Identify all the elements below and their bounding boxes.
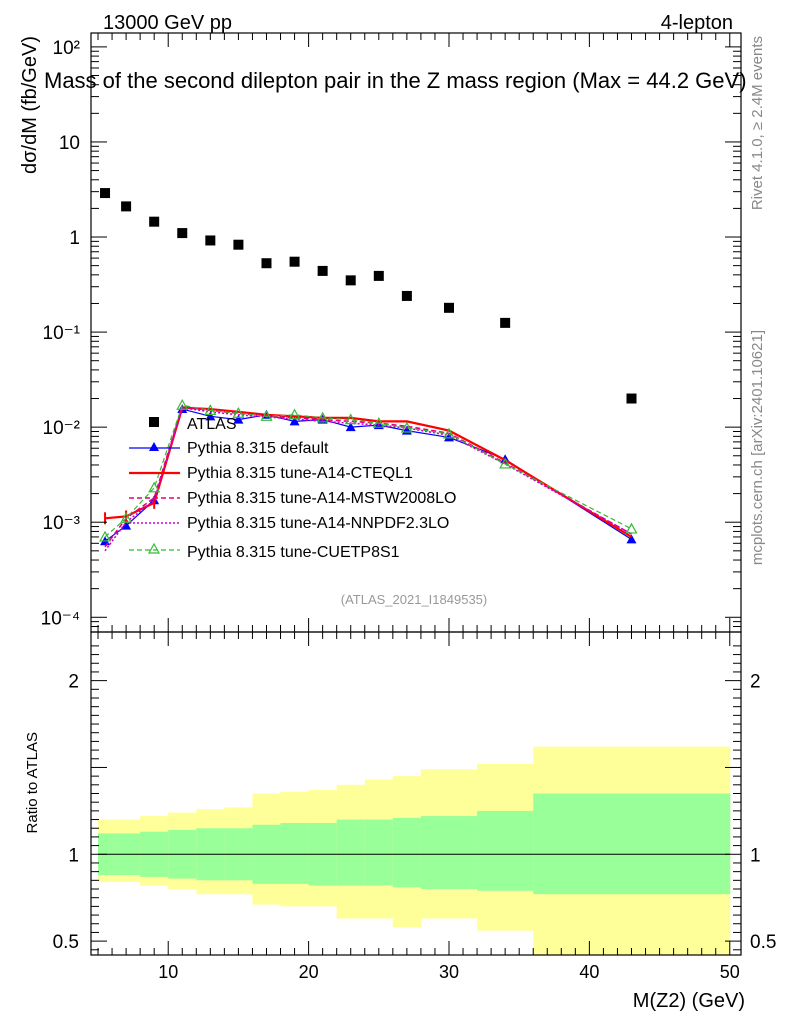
- series-point-cuetp8s1: [316, 411, 329, 423]
- atlas-point: [317, 265, 328, 276]
- series-point-cuetp8s1: [442, 427, 456, 439]
- series-point-cuetp8s1: [260, 410, 273, 421]
- ratio-y-axis-title: Ratio to ATLAS: [24, 732, 41, 833]
- atlas-point: [443, 302, 454, 313]
- x-tick-label: 30: [439, 962, 459, 982]
- ratio-inner-band-bin: [336, 819, 366, 886]
- legend: ATLAS Pythia 8.315 default Pythia 8.315 …: [129, 416, 456, 561]
- atlas-point: [233, 239, 244, 250]
- series-point-cuetp8s1: [232, 407, 245, 418]
- ratio-y-tick-label-right: 0.5: [750, 932, 776, 953]
- legend-label-cteql1: Pythia 8.315 tune-A14-CTEQL1: [187, 465, 413, 482]
- x-tick-label: 20: [299, 962, 319, 982]
- site-label: mcplots.cern.ch [arXiv:2401.10621]: [749, 330, 766, 565]
- legend-label-cuetp8s1: Pythia 8.315 tune-CUETP8S1: [187, 544, 400, 561]
- ratio-y-tick-label-right: 2: [750, 672, 761, 693]
- mc-series-layer: [99, 399, 638, 552]
- ratio-inner-band-bin: [364, 819, 394, 886]
- atlas-data-points: [100, 188, 637, 404]
- series-line-cuetp8s1: [104, 404, 632, 538]
- axes-layer: 10 20 30 40 50 10⁻⁴ 10⁻³ 10⁻² 10⁻¹ 1 10 10² 0.5 0.5 1 1…: [41, 32, 776, 982]
- ratio-inner-band-bin: [280, 823, 310, 884]
- series-point-cuetp8s1: [148, 481, 161, 493]
- energy-label: 13000 GeV pp: [103, 12, 232, 34]
- y-tick-label: 10²: [53, 38, 80, 59]
- series-point-cuetp8s1: [625, 522, 638, 534]
- series-point-default: [289, 416, 300, 426]
- atlas-point: [500, 317, 511, 328]
- main-frame: [90, 32, 742, 633]
- legend-label-nnpdf: Pythia 8.315 tune-A14-NNPDF2.3LO: [187, 515, 449, 532]
- x-axis-title: M(Z2) (GeV): [633, 990, 745, 1012]
- series-point-default: [205, 411, 216, 421]
- legend-marker-cuetp8s1: [147, 542, 161, 554]
- series-point-cuetp8s1: [120, 512, 133, 523]
- x-tick-label: 10: [158, 962, 178, 982]
- atlas-point: [177, 228, 188, 239]
- ratio-inner-band-bin: [533, 793, 731, 895]
- atlas-point: [345, 275, 356, 286]
- atlas-point: [261, 258, 272, 269]
- plot-title: Mass of the second dilepton pair in the …: [44, 68, 747, 93]
- series-point-default: [121, 520, 132, 530]
- legend-label-mstw: Pythia 8.315 tune-A14-MSTW2008LO: [187, 490, 456, 507]
- rivet-label: Rivet 4.1.0, ≥ 2.4M events: [749, 36, 766, 210]
- atlas-point: [289, 256, 300, 267]
- y-tick-label: 10⁻⁴: [41, 608, 80, 629]
- legend-label-atlas: ATLAS: [187, 416, 237, 433]
- atlas-point: [205, 235, 216, 246]
- ratio-y-tick-label: 2: [68, 672, 79, 693]
- y-tick-label: 10⁻³: [43, 513, 81, 534]
- series-point-cuetp8s1: [400, 421, 413, 433]
- ratio-inner-band-bin: [392, 817, 422, 888]
- series-line-mstw: [104, 405, 632, 548]
- legend-marker-default: [149, 442, 159, 451]
- atlas-point: [373, 270, 384, 281]
- series-point-cuetp8s1: [344, 413, 357, 425]
- atlas-point: [626, 393, 637, 404]
- series-point-default: [626, 534, 637, 544]
- y-tick-label: 10⁻¹: [43, 323, 81, 344]
- ratio-y-tick-label: 0.5: [53, 932, 79, 953]
- legend-marker-atlas: [149, 417, 159, 427]
- x-tick-label: 40: [579, 962, 599, 982]
- x-tick-label: 50: [720, 962, 740, 982]
- series-point-default: [345, 422, 356, 432]
- ratio-inner-band-bin: [477, 810, 534, 891]
- atlas-point: [149, 216, 160, 227]
- series-point-cuetp8s1: [204, 404, 217, 416]
- series-point-cuetp8s1: [499, 457, 512, 469]
- atlas-point: [100, 188, 111, 199]
- legend-label-default: Pythia 8.315 default: [187, 440, 329, 457]
- ratio-inner-band-bin: [420, 816, 478, 890]
- series-point-default: [443, 432, 454, 442]
- series-point-cuetp8s1: [288, 408, 301, 420]
- y-tick-label: 10: [59, 133, 80, 154]
- series-point-default: [233, 414, 244, 424]
- atlas-point: [121, 201, 132, 212]
- atlas-point: [401, 290, 412, 301]
- channel-label: 4-lepton: [661, 12, 733, 34]
- ratio-bands: [98, 746, 731, 955]
- series-point-cuetp8s1: [99, 530, 112, 542]
- series-point-cuetp8s1: [176, 399, 189, 410]
- series-point-cuetp8s1: [372, 416, 385, 428]
- ratio-y-tick-label: 1: [68, 845, 79, 866]
- y-axis-title: dσ/dM (fb/GeV): [19, 36, 41, 174]
- ratio-y-tick-label-right: 1: [750, 845, 761, 866]
- analysis-label: (ATLAS_2021_I1849535): [341, 592, 487, 607]
- y-tick-label: 10⁻²: [43, 418, 81, 439]
- y-tick-label: 1: [69, 228, 80, 249]
